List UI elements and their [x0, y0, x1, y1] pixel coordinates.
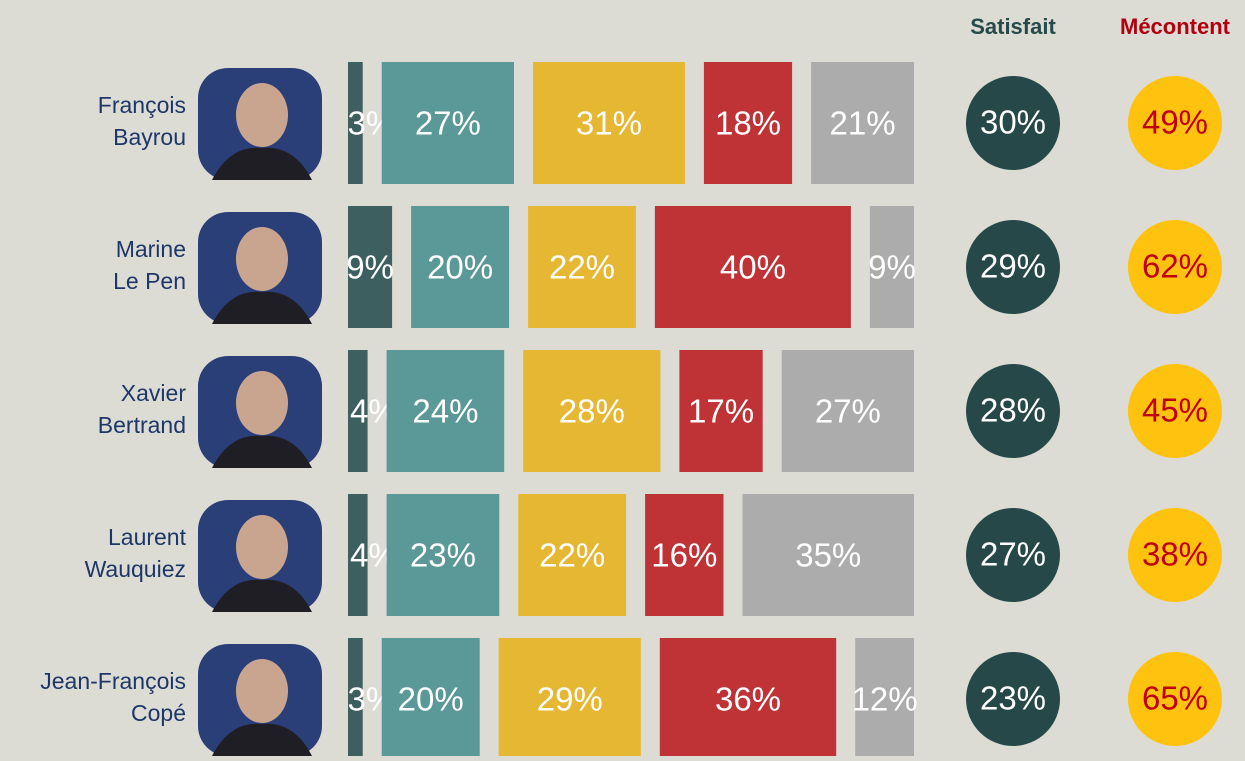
- bar-segment: [518, 494, 627, 616]
- bar-segment: [528, 206, 636, 328]
- bar-value-label: 21%: [830, 105, 896, 142]
- mecontent-circle: [1128, 76, 1222, 170]
- mecontent-value-label: 38%: [1142, 536, 1208, 573]
- bar-value-label: 16%: [651, 537, 717, 574]
- bar-value-label: 27%: [415, 105, 481, 142]
- bar-value-label: 24%: [412, 393, 478, 430]
- bar-value-label: 23%: [410, 537, 476, 574]
- satisfait-value-label: 23%: [980, 680, 1046, 717]
- bar-segment: [533, 62, 685, 184]
- bar-segment: [411, 206, 510, 328]
- photo-head: [236, 659, 288, 723]
- satisfait-value-label: 29%: [980, 248, 1046, 285]
- satisfait-circle: [966, 364, 1060, 458]
- mecontent-header: Mécontent: [1120, 14, 1231, 39]
- row-label: Xavier: [121, 380, 187, 406]
- bar-value-label: 18%: [715, 105, 781, 142]
- bar-value-label: 22%: [549, 249, 615, 286]
- bar-segment: [386, 350, 505, 472]
- bar-segment: [811, 62, 914, 184]
- row-label: Copé: [131, 700, 186, 726]
- bar-segment: [348, 350, 368, 472]
- photo-body: [212, 435, 312, 468]
- bar-segment: [381, 62, 514, 184]
- satisfait-value-label: 30%: [980, 104, 1046, 141]
- bar-segment: [348, 638, 363, 760]
- mecontent-value-label: 45%: [1142, 392, 1208, 429]
- bar-segment: [742, 494, 914, 616]
- row-label: Laurent: [108, 524, 187, 550]
- mecontent-circle: [1128, 652, 1222, 746]
- bar-value-label: 9%: [868, 249, 916, 286]
- photo-head: [236, 371, 288, 435]
- bar-value-label: 27%: [815, 393, 881, 430]
- photo-head: [236, 83, 288, 147]
- bar-value-label: 9%: [346, 249, 394, 286]
- satisfait-header: Satisfait: [970, 14, 1056, 39]
- bar-segment: [855, 638, 914, 760]
- bar-segment: [659, 638, 837, 760]
- satisfait-circle: [966, 76, 1060, 170]
- mecontent-circle: [1128, 220, 1222, 314]
- bar-value-label: 28%: [559, 393, 625, 430]
- bar-value-label: 12%: [852, 681, 918, 718]
- bar-value-label: 36%: [715, 681, 781, 718]
- bar-segment: [781, 350, 914, 472]
- photo-head: [236, 227, 288, 291]
- bar-segment: [523, 350, 661, 472]
- mecontent-circle: [1128, 364, 1222, 458]
- photo-head: [236, 515, 288, 579]
- mecontent-circle: [1128, 508, 1222, 602]
- satisfait-circle: [966, 508, 1060, 602]
- photo-body: [212, 579, 312, 612]
- row-label: Wauquiez: [85, 556, 186, 582]
- mecontent-value-label: 65%: [1142, 680, 1208, 717]
- bar-value-label: 20%: [398, 681, 464, 718]
- bar-value-label: 29%: [537, 681, 603, 718]
- row-label: Bertrand: [98, 412, 186, 438]
- bar-segment: [348, 206, 393, 328]
- bar-segment: [869, 206, 914, 328]
- bar-value-label: 22%: [539, 537, 605, 574]
- bar-value-label: 20%: [427, 249, 493, 286]
- bar-value-label: 40%: [720, 249, 786, 286]
- bar-segment: [645, 494, 724, 616]
- bar-segment: [348, 62, 363, 184]
- bar-segment: [348, 494, 368, 616]
- satisfait-circle: [966, 220, 1060, 314]
- bar-segment: [386, 494, 500, 616]
- satisfait-value-label: 27%: [980, 536, 1046, 573]
- row-label: Le Pen: [113, 268, 186, 294]
- satisfait-circle: [966, 652, 1060, 746]
- mecontent-value-label: 62%: [1142, 248, 1208, 285]
- satisfait-value-label: 28%: [980, 392, 1046, 429]
- row-label: Bayrou: [113, 124, 186, 150]
- bar-segment: [654, 206, 851, 328]
- mecontent-value-label: 49%: [1142, 104, 1208, 141]
- photo-body: [212, 291, 312, 324]
- bar-segment: [381, 638, 480, 760]
- row-label: Jean-François: [40, 668, 186, 694]
- bar-value-label: 31%: [576, 105, 642, 142]
- bar-segment: [679, 350, 763, 472]
- row-label: François: [98, 92, 186, 118]
- row-label: Marine: [116, 236, 186, 262]
- bar-segment: [703, 62, 793, 184]
- photo-body: [212, 147, 312, 180]
- bar-segment: [498, 638, 641, 760]
- bar-value-label: 35%: [795, 537, 861, 574]
- photo-body: [212, 723, 312, 756]
- bar-value-label: 17%: [688, 393, 754, 430]
